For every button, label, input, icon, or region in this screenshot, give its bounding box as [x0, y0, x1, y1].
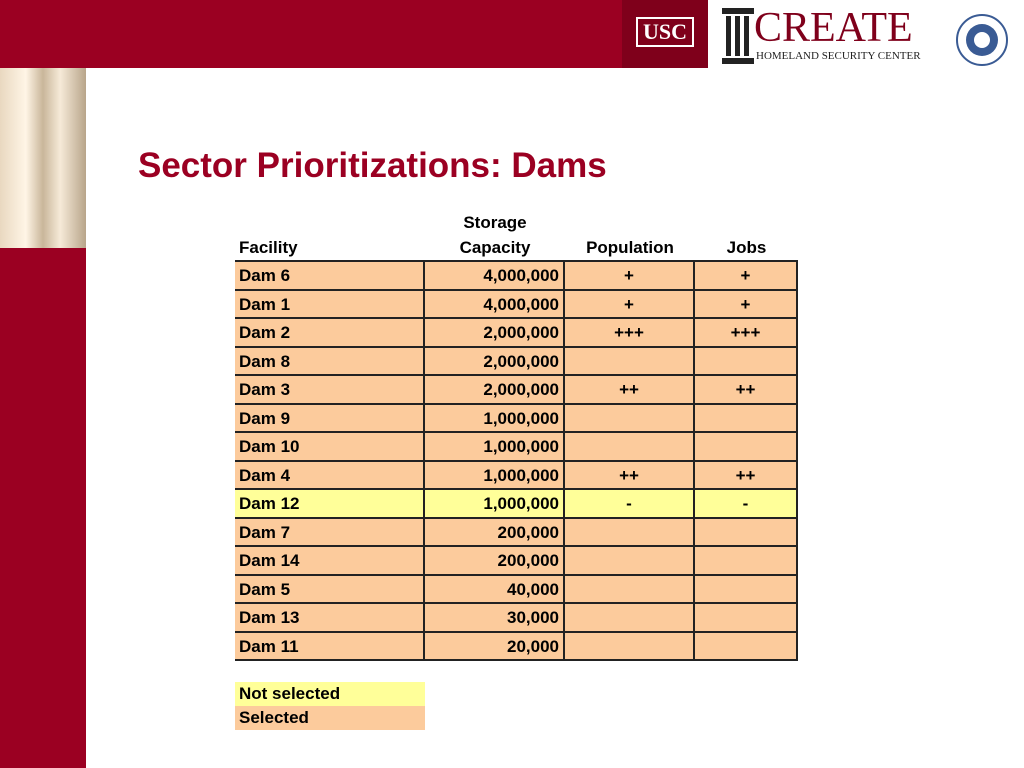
- column-header: Population: [586, 238, 674, 257]
- table-cell: Dam 12: [235, 490, 425, 519]
- table-cell: 1,000,000: [425, 433, 565, 462]
- table-cell: +++: [695, 319, 798, 348]
- table-cell: -: [565, 490, 695, 519]
- column-header: Storage: [463, 213, 527, 232]
- table-top-border: [235, 260, 798, 262]
- table-cell: +: [695, 262, 798, 291]
- table-cell: [565, 604, 695, 633]
- column-header: Jobs: [726, 238, 767, 257]
- table-cell: Dam 13: [235, 604, 425, 633]
- table-cell: 40,000: [425, 575, 565, 604]
- slide-title: Sector Prioritizations: Dams: [138, 146, 607, 185]
- column-header: Facility: [239, 238, 298, 257]
- table-cell: 1,000,000: [425, 404, 565, 433]
- table-cell: ++: [695, 461, 798, 490]
- usc-box: USC: [622, 0, 708, 68]
- table-cell: [695, 547, 798, 576]
- table-cell: 20,000: [425, 632, 565, 661]
- table-cell: Dam 11: [235, 632, 425, 661]
- table-cell: Dam 8: [235, 347, 425, 376]
- table-cell: 2,000,000: [425, 347, 565, 376]
- table-cell: [565, 518, 695, 547]
- table-cell: -: [695, 490, 798, 519]
- legend-item: Selected: [235, 706, 425, 730]
- table-cell: 2,000,000: [425, 376, 565, 405]
- logo-area: CREATE HOMELAND SECURITY CENTER: [708, 0, 1024, 68]
- table-cell: ++: [565, 461, 695, 490]
- table-cell: [565, 575, 695, 604]
- table-cell: [695, 604, 798, 633]
- table-cell: [565, 347, 695, 376]
- table-cell: Dam 5: [235, 575, 425, 604]
- pillar-icon: [722, 8, 754, 64]
- table-cell: 4,000,000: [425, 290, 565, 319]
- table-cell: [695, 404, 798, 433]
- table-cell: Dam 6: [235, 262, 425, 291]
- table-cell: [695, 347, 798, 376]
- table-cell: 30,000: [425, 604, 565, 633]
- column-header: Capacity: [459, 238, 531, 257]
- table-cell: Dam 14: [235, 547, 425, 576]
- table-cell: [695, 433, 798, 462]
- table-cell: Dam 9: [235, 404, 425, 433]
- table-cell: Dam 1: [235, 290, 425, 319]
- table-cell: +: [695, 290, 798, 319]
- table-cell: 4,000,000: [425, 262, 565, 291]
- table-cell: 1,000,000: [425, 490, 565, 519]
- legend-item: Not selected: [235, 682, 425, 706]
- table-cell: [695, 518, 798, 547]
- table-cell: Dam 4: [235, 461, 425, 490]
- table-cell: [695, 575, 798, 604]
- table-cell: +++: [565, 319, 695, 348]
- table-cell: [565, 632, 695, 661]
- create-logo: CREATE: [754, 5, 913, 51]
- table-cell: Dam 7: [235, 518, 425, 547]
- dhs-seal: [956, 14, 1008, 66]
- table-cell: ++: [565, 376, 695, 405]
- table-cell: 200,000: [425, 518, 565, 547]
- table-cell: Dam 2: [235, 319, 425, 348]
- table-cell: [565, 433, 695, 462]
- table-cell: 200,000: [425, 547, 565, 576]
- usc-logo: USC: [636, 17, 694, 47]
- column-photo: [0, 68, 86, 248]
- table-cell: 2,000,000: [425, 319, 565, 348]
- table-cell: +: [565, 262, 695, 291]
- table-cell: 1,000,000: [425, 461, 565, 490]
- table-cell: +: [565, 290, 695, 319]
- table-cell: Dam 10: [235, 433, 425, 462]
- table-cell: [565, 547, 695, 576]
- table-cell: [695, 632, 798, 661]
- center-name: HOMELAND SECURITY CENTER: [756, 50, 921, 62]
- table-cell: Dam 3: [235, 376, 425, 405]
- table-cell: [565, 404, 695, 433]
- table-cell: ++: [695, 376, 798, 405]
